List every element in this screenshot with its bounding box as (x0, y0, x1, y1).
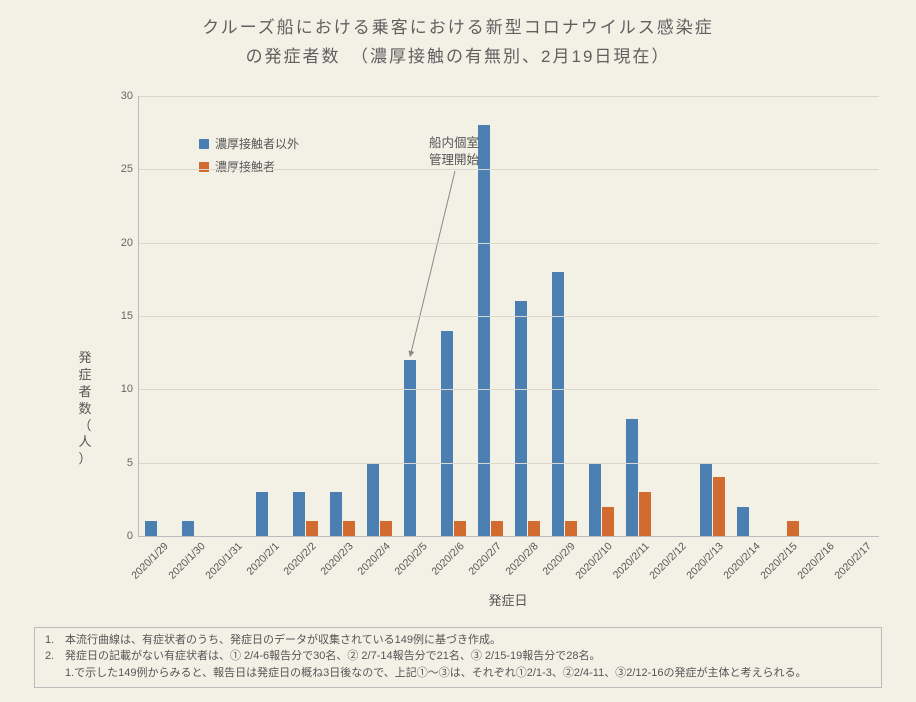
footnote-number: 2. (45, 648, 65, 665)
y-tick-label: 0 (127, 530, 139, 542)
legend-item: 濃厚接触者 (199, 158, 299, 175)
grid-line (139, 316, 879, 317)
footnote-row: 1.本流行曲線は、有症状者のうち、発症日のデータが収集されている149例に基づき… (45, 632, 871, 649)
y-tick-label: 5 (127, 457, 139, 469)
grid-line (139, 243, 879, 244)
footnote-text: 本流行曲線は、有症状者のうち、発症日のデータが収集されている149例に基づき作成… (65, 632, 501, 649)
x-tick-label: 2020/2/5 (388, 536, 430, 578)
footnote-row: 1.で示した149例からみると、報告日は発症日の概ね3日後なので、上記①〜③は、… (45, 665, 871, 682)
legend: 濃厚接触者以外濃厚接触者 (199, 135, 299, 181)
legend-label: 濃厚接触者 (215, 158, 275, 175)
footnote-box: 1.本流行曲線は、有症状者のうち、発症日のデータが収集されている149例に基づき… (34, 627, 882, 689)
title-line-2: の発症者数 （濃厚接触の有無別、2月19日現在） (0, 43, 916, 72)
x-tick-label: 2020/2/11 (606, 536, 651, 581)
title-line-1: クルーズ船における乗客における新型コロナウイルス感染症 (0, 14, 916, 43)
legend-item: 濃厚接触者以外 (199, 135, 299, 152)
y-tick-label: 20 (121, 237, 139, 249)
chart-title: クルーズ船における乗客における新型コロナウイルス感染症 の発症者数 （濃厚接触の… (0, 0, 916, 72)
footnote-text: 1.で示した149例からみると、報告日は発症日の概ね3日後なので、上記①〜③は、… (65, 665, 807, 682)
legend-label: 濃厚接触者以外 (215, 135, 299, 152)
x-tick-label: 2020/1/30 (161, 536, 207, 582)
x-tick-label: 2020/2/10 (568, 536, 614, 582)
x-tick-label: 2020/2/12 (642, 536, 688, 582)
footnote-number (45, 665, 65, 682)
plot-area: 2020/1/292020/1/302020/1/312020/2/12020/… (138, 96, 879, 537)
grid-line (139, 389, 879, 390)
x-tick-label: 2020/2/4 (351, 536, 393, 578)
x-tick-label: 2020/2/2 (277, 536, 319, 578)
y-tick-label: 15 (121, 310, 139, 322)
x-tick-label: 2020/2/14 (716, 536, 762, 582)
x-tick-label: 2020/2/13 (679, 536, 725, 582)
y-tick-label: 10 (121, 383, 139, 395)
x-axis-label: 発症日 (138, 590, 878, 600)
x-tick-label: 2020/1/29 (124, 536, 170, 582)
y-tick-label: 30 (121, 90, 139, 102)
x-tick-label: 2020/2/1 (240, 536, 282, 578)
legend-swatch (199, 139, 209, 149)
chart: 発 症 者 数 （ 人 ） 2020/1/292020/1/302020/1/3… (48, 90, 888, 600)
grid-line (139, 463, 879, 464)
x-tick-label: 2020/2/8 (499, 536, 541, 578)
x-tick-label: 2020/2/7 (462, 536, 504, 578)
y-tick-label: 25 (121, 163, 139, 175)
x-tick-label: 2020/2/16 (790, 536, 836, 582)
grid-line (139, 169, 879, 170)
footnote-text: 発症日の記載がない有症状者は、① 2/4-6報告分で30名、② 2/7-14報告… (65, 648, 600, 665)
x-tick-label: 2020/2/3 (314, 536, 356, 578)
x-tick-label: 2020/2/6 (425, 536, 467, 578)
x-tick-label: 2020/2/15 (753, 536, 799, 582)
page: クルーズ船における乗客における新型コロナウイルス感染症 の発症者数 （濃厚接触の… (0, 0, 916, 702)
y-axis-label: 発 症 者 数 （ 人 ） (78, 350, 92, 468)
footnote-row: 2.発症日の記載がない有症状者は、① 2/4-6報告分で30名、② 2/7-14… (45, 648, 871, 665)
x-tick-label: 2020/1/31 (198, 536, 244, 582)
footnote-number: 1. (45, 632, 65, 649)
grid-line (139, 96, 879, 97)
x-tick-label: 2020/2/17 (827, 536, 873, 582)
